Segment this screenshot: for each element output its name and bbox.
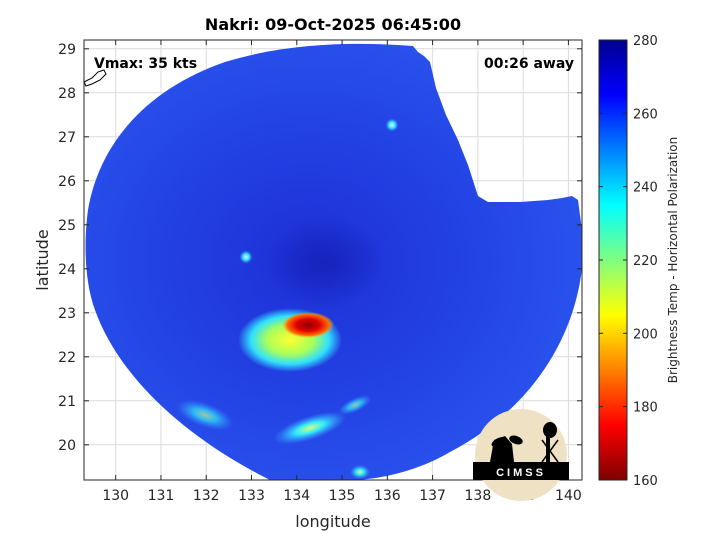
cimss-logo: CIMSS	[473, 409, 569, 501]
x-tick-label: 131	[148, 488, 175, 504]
x-tick-label: 136	[374, 488, 401, 504]
colorbar-tick-label: 160	[633, 474, 658, 489]
y-tick-label: 22	[58, 350, 76, 366]
colorbar-tick-label: 200	[633, 327, 658, 342]
colorbar-tick-label: 220	[633, 254, 658, 269]
x-axis-label: longitude	[295, 512, 370, 531]
axes-frame	[83, 39, 583, 481]
y-tick-label: 26	[58, 174, 76, 190]
colorbar-tick-label: 260	[633, 107, 658, 122]
x-tick-label: 132	[193, 488, 220, 504]
convective-band-southwest	[176, 399, 234, 431]
colorbar-tick-label: 280	[633, 34, 658, 49]
cimss-logo-text: CIMSS	[496, 467, 546, 479]
x-tick-label: 138	[465, 488, 492, 504]
y-tick-label: 23	[58, 306, 76, 322]
vmax-annotation: Vmax: 35 kts	[94, 56, 197, 72]
x-tick-label: 134	[283, 488, 310, 504]
y-tick-label: 21	[58, 394, 76, 410]
y-tick-label: 27	[58, 130, 76, 146]
x-tick-label: 130	[102, 488, 129, 504]
convective-spot-south	[350, 465, 370, 479]
coastline	[83, 69, 107, 87]
convective-band-segment	[338, 395, 372, 415]
colorbar-tick-label: 240	[633, 181, 658, 196]
y-axis-label: latitude	[33, 229, 52, 290]
y-tick-label: 25	[58, 218, 76, 234]
microwave-swath	[85, 43, 582, 480]
intense-convection-core	[282, 312, 334, 338]
y-tick-label: 20	[58, 438, 76, 454]
convective-band-south	[273, 411, 347, 445]
y-tick-label: 29	[58, 42, 76, 58]
x-tick-label: 140	[555, 488, 582, 504]
storm-center	[265, 217, 385, 307]
x-tick-label: 135	[329, 488, 356, 504]
convective-cell-north	[385, 118, 399, 132]
colorbar-tick-label: 180	[633, 401, 658, 416]
colorbar	[598, 39, 628, 481]
y-tick-label: 28	[58, 86, 76, 102]
colorbar-label: Brightness Temp - Horizontal Polarizatio…	[666, 137, 680, 384]
convective-cell-west	[239, 250, 253, 264]
x-tick-label: 137	[419, 488, 446, 504]
x-tick-label: 133	[238, 488, 265, 504]
y-axis: 20 21 22 23 24 25 26 27 28 29	[58, 42, 582, 454]
colorbar-ticks: 160 180 200 220 240 260 280	[599, 34, 658, 489]
chart-title: Nakri: 09-Oct-2025 06:45:00	[205, 15, 461, 34]
time-away-annotation: 00:26 away	[484, 56, 574, 72]
y-tick-label: 24	[58, 262, 76, 278]
